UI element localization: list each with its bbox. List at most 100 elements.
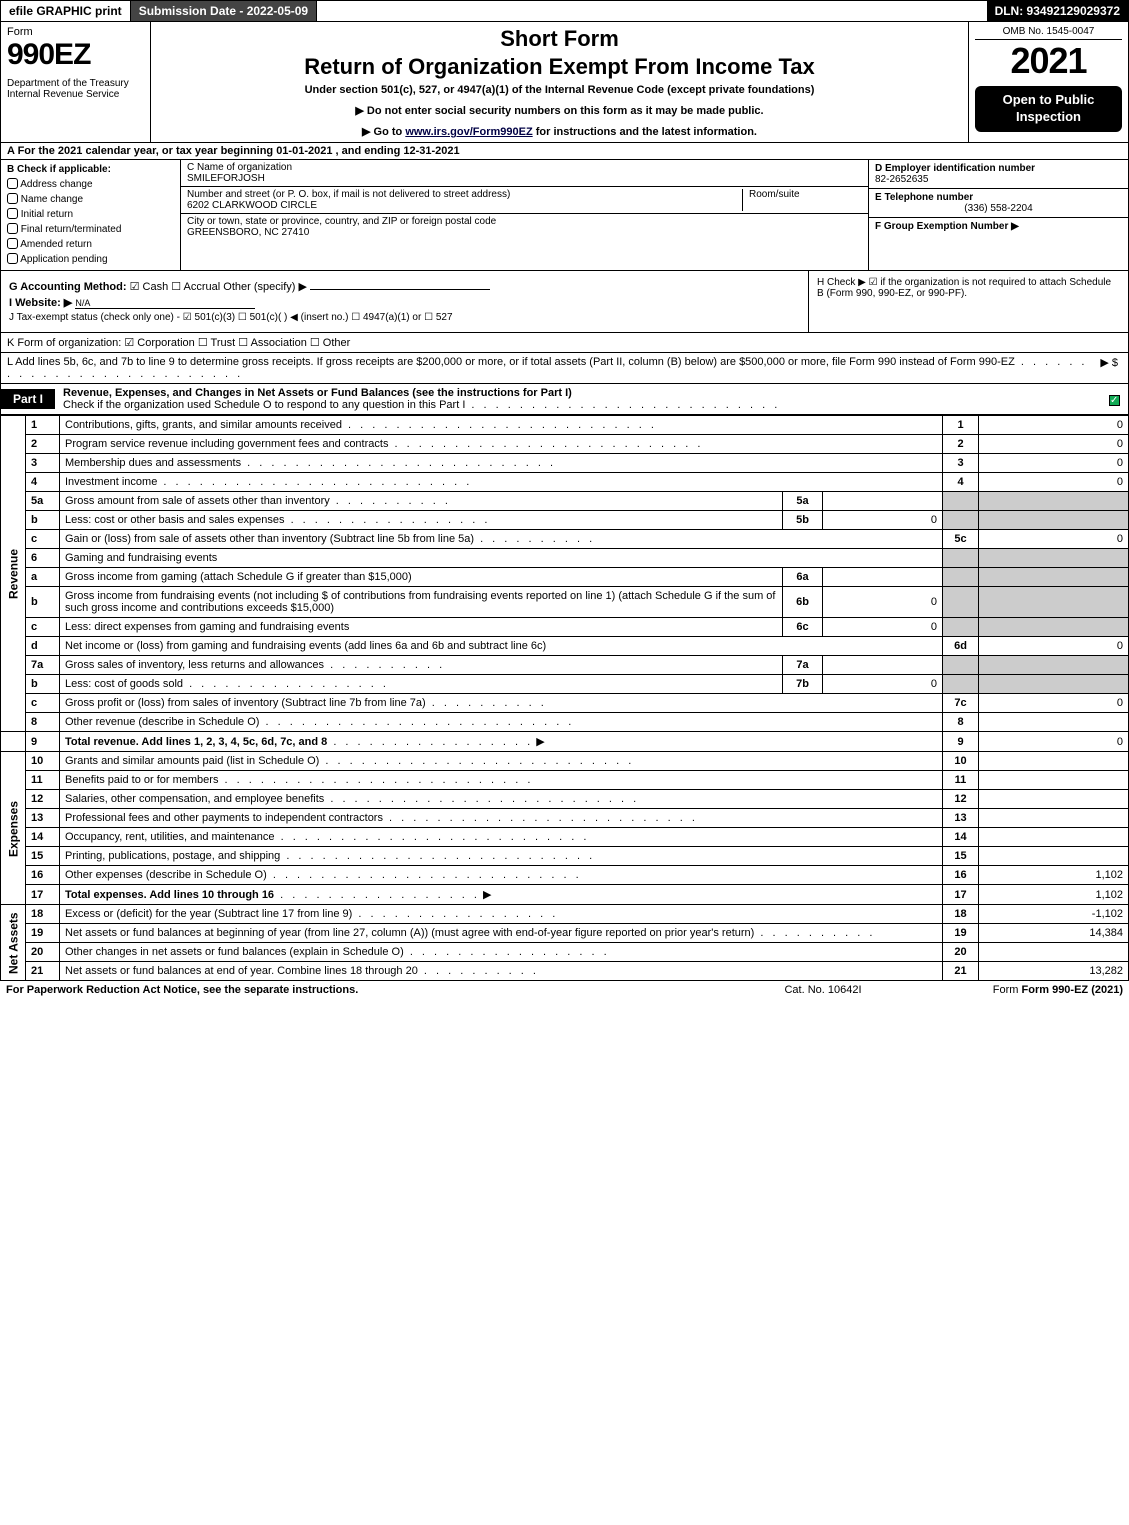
- c-name-cell: C Name of organization SMILEFORJOSH: [187, 162, 862, 184]
- form-word: Form: [7, 26, 144, 38]
- line-num: 8: [26, 713, 60, 732]
- checkbox-icon: [7, 193, 18, 204]
- shaded-cell: [979, 492, 1129, 511]
- line-num: 15: [26, 847, 60, 866]
- footer-left: For Paperwork Reduction Act Notice, see …: [6, 984, 723, 996]
- sub-val: [823, 568, 943, 587]
- form-number: 990EZ: [7, 38, 144, 72]
- chk-application-pending[interactable]: Application pending: [7, 251, 174, 265]
- g-other-line[interactable]: [310, 289, 490, 290]
- table-row: b Less: cost or other basis and sales ex…: [1, 511, 1129, 530]
- chk-final-return[interactable]: Final return/terminated: [7, 221, 174, 235]
- c-addr-row: Number and street (or P. O. box, if mail…: [181, 187, 868, 214]
- chk-initial-return[interactable]: Initial return: [7, 206, 174, 220]
- line-amount: 13,282: [979, 962, 1129, 981]
- g-label: G Accounting Method:: [9, 281, 127, 293]
- shaded-cell: [943, 618, 979, 637]
- section-b: B Check if applicable: Address change Na…: [1, 160, 181, 270]
- l-text: L Add lines 5b, 6c, and 7b to line 9 to …: [7, 356, 1096, 380]
- line-amount: [979, 790, 1129, 809]
- line-desc: Grants and similar amounts paid (list in…: [60, 752, 943, 771]
- line-ref: 15: [943, 847, 979, 866]
- part-1-title-text: Revenue, Expenses, and Changes in Net As…: [63, 387, 572, 399]
- page-footer: For Paperwork Reduction Act Notice, see …: [0, 981, 1129, 999]
- city-label: City or town, state or province, country…: [187, 216, 862, 227]
- form-instruction-1: ▶ Do not enter social security numbers o…: [161, 104, 958, 117]
- line-ref: 18: [943, 905, 979, 924]
- sub-ref: 7a: [783, 656, 823, 675]
- part-1-table: Revenue 1 Contributions, gifts, grants, …: [0, 415, 1129, 981]
- table-row: d Net income or (loss) from gaming and f…: [1, 637, 1129, 656]
- chk-label: Amended return: [20, 239, 92, 250]
- line-amount: [979, 828, 1129, 847]
- dots: [327, 736, 533, 748]
- ein-value: 82-2652635: [875, 174, 928, 185]
- row-l: L Add lines 5b, 6c, and 7b to line 9 to …: [0, 353, 1129, 384]
- irs-link[interactable]: www.irs.gov/Form990EZ: [405, 126, 532, 138]
- section-b-title: B Check if applicable:: [7, 164, 174, 175]
- table-row: 8 Other revenue (describe in Schedule O)…: [1, 713, 1129, 732]
- line-desc: Program service revenue including govern…: [60, 435, 943, 454]
- omb-number: OMB No. 1545-0047: [975, 26, 1122, 40]
- shaded-cell: [943, 656, 979, 675]
- line-desc: Printing, publications, postage, and shi…: [60, 847, 943, 866]
- line-amount: [979, 771, 1129, 790]
- table-row: b Less: cost of goods sold 7b 0: [1, 675, 1129, 694]
- line-num: 13: [26, 809, 60, 828]
- l17-text: Total expenses. Add lines 10 through 16: [65, 889, 274, 901]
- line-amount: -1,102: [979, 905, 1129, 924]
- line-desc: Gross amount from sale of assets other t…: [60, 492, 783, 511]
- row-a-text: A For the 2021 calendar year, or tax yea…: [7, 145, 460, 157]
- chk-amended-return[interactable]: Amended return: [7, 236, 174, 250]
- chk-name-change[interactable]: Name change: [7, 191, 174, 205]
- line-desc: Investment income: [60, 473, 943, 492]
- header-left: Form 990EZ Department of the Treasury In…: [1, 22, 151, 142]
- department-label: Department of the Treasury Internal Reve…: [7, 78, 144, 100]
- shaded-cell: [979, 511, 1129, 530]
- table-row: 2 Program service revenue including gove…: [1, 435, 1129, 454]
- line-amount: 0: [979, 637, 1129, 656]
- line-ref: 8: [943, 713, 979, 732]
- line-desc: Total expenses. Add lines 10 through 16 …: [60, 885, 943, 905]
- line-amount: [979, 847, 1129, 866]
- section-f: F Group Exemption Number ▶: [869, 218, 1128, 235]
- chk-address-change[interactable]: Address change: [7, 176, 174, 190]
- row-i: I Website: ▶ N/A: [9, 296, 800, 309]
- addr-label: Number and street (or P. O. box, if mail…: [187, 189, 742, 200]
- line-desc: Other revenue (describe in Schedule O): [60, 713, 943, 732]
- table-row: 16 Other expenses (describe in Schedule …: [1, 866, 1129, 885]
- topbar-spacer: [317, 1, 986, 21]
- table-row: 3 Membership dues and assessments 3 0: [1, 454, 1129, 473]
- inst2-suffix: for instructions and the latest informat…: [533, 126, 757, 138]
- line-num: c: [26, 618, 60, 637]
- section-bcdef: B Check if applicable: Address change Na…: [0, 160, 1129, 271]
- section-d: D Employer identification number 82-2652…: [869, 160, 1128, 189]
- line-num: 6: [26, 549, 60, 568]
- g-options: ☑ Cash ☐ Accrual Other (specify) ▶: [130, 281, 307, 293]
- table-row: 19 Net assets or fund balances at beginn…: [1, 924, 1129, 943]
- table-row: 9 Total revenue. Add lines 1, 2, 3, 4, 5…: [1, 732, 1129, 752]
- part-1-checkbox[interactable]: [1101, 390, 1128, 409]
- efile-label[interactable]: efile GRAPHIC print: [1, 1, 131, 21]
- table-row: a Gross income from gaming (attach Sched…: [1, 568, 1129, 587]
- line-num: 2: [26, 435, 60, 454]
- line-desc: Less: cost or other basis and sales expe…: [60, 511, 783, 530]
- table-row: Revenue 1 Contributions, gifts, grants, …: [1, 416, 1129, 435]
- line-amount: 14,384: [979, 924, 1129, 943]
- line-num: 18: [26, 905, 60, 924]
- sub-val: [823, 656, 943, 675]
- street-address: 6202 CLARKWOOD CIRCLE: [187, 200, 742, 211]
- line-desc: Gaming and fundraising events: [60, 549, 943, 568]
- sub-ref: 7b: [783, 675, 823, 694]
- line-ref: 11: [943, 771, 979, 790]
- line-desc: Net assets or fund balances at end of ye…: [60, 962, 943, 981]
- line-desc: Occupancy, rent, utilities, and maintena…: [60, 828, 943, 847]
- checkbox-icon: [1109, 395, 1120, 406]
- checkbox-icon: [7, 238, 18, 249]
- shaded-cell: [943, 492, 979, 511]
- shaded-cell: [943, 587, 979, 618]
- c-label: C Name of organization: [187, 162, 862, 173]
- line-desc: Contributions, gifts, grants, and simila…: [60, 416, 943, 435]
- form-title-1: Short Form: [161, 26, 958, 52]
- footer-right-text: Form 990-EZ (2021): [1022, 984, 1123, 996]
